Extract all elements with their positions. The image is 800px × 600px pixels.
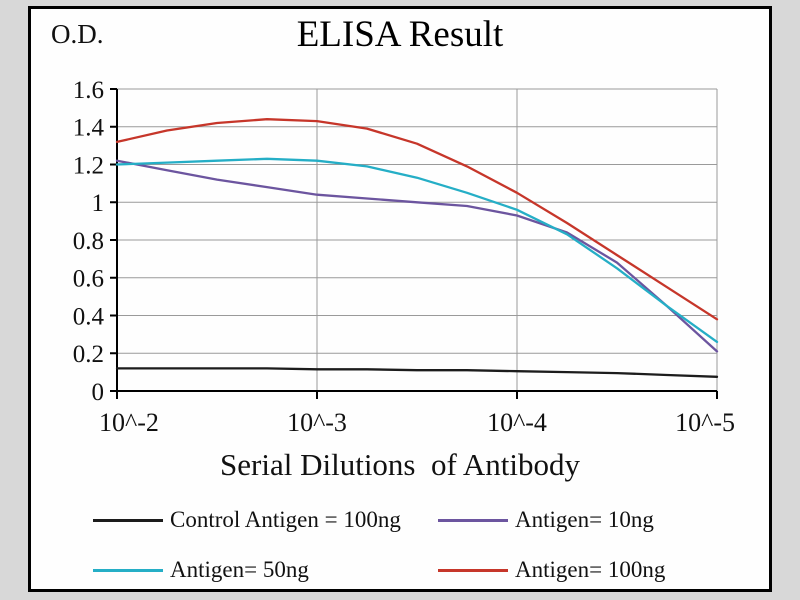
legend-line-swatch-100ng (438, 568, 508, 572)
legend-label-control: Control Antigen = 100ng (170, 507, 401, 532)
svg-text:1.2: 1.2 (73, 152, 104, 179)
svg-text:1.6: 1.6 (73, 77, 104, 104)
legend-item-control-antigen: Control Antigen = 100ng (93, 507, 438, 533)
svg-text:1: 1 (92, 190, 105, 217)
chart-title: ELISA Result (296, 14, 504, 55)
svg-text:0.4: 0.4 (73, 303, 105, 330)
y-axis-corner-label: O.D. (51, 19, 104, 49)
svg-text:0.6: 0.6 (73, 266, 104, 293)
legend-line-swatch-50ng (93, 568, 163, 572)
legend-line-swatch-10ng (438, 518, 508, 522)
elisa-line-chart: 0 0.2 0.4 0.6 0.8 1 1.2 1.4 1.6 10^-2 10^-3 10^-4 10… (73, 77, 735, 437)
svg-text:10^-5: 10^-5 (675, 408, 735, 437)
svg-text:0: 0 (92, 379, 105, 406)
legend-item-antigen-100ng: Antigen= 100ng (438, 557, 751, 583)
legend-label-10ng: Antigen= 10ng (515, 507, 654, 532)
figure-frame: O.D. ELISA Result 0 0.2 0.4 0.6 0.8 1 1.2 1.4 1.… (28, 6, 772, 592)
legend-label-50ng: Antigen= 50ng (170, 557, 309, 582)
svg-text:0.2: 0.2 (73, 341, 104, 368)
legend: Control Antigen = 100ng Antigen= 10ng An… (93, 507, 751, 583)
x-axis-label: Serial Dilutions of Antibody (220, 447, 580, 482)
legend-label-100ng: Antigen= 100ng (515, 557, 666, 582)
svg-text:1.4: 1.4 (73, 115, 105, 142)
svg-text:10^-3: 10^-3 (287, 408, 347, 437)
svg-text:0.8: 0.8 (73, 228, 104, 255)
svg-text:10^-2: 10^-2 (99, 408, 159, 437)
svg-text:10^-4: 10^-4 (487, 408, 547, 437)
legend-item-antigen-10ng: Antigen= 10ng (438, 507, 751, 533)
legend-line-swatch-control (93, 518, 163, 522)
legend-item-antigen-50ng: Antigen= 50ng (93, 557, 438, 583)
